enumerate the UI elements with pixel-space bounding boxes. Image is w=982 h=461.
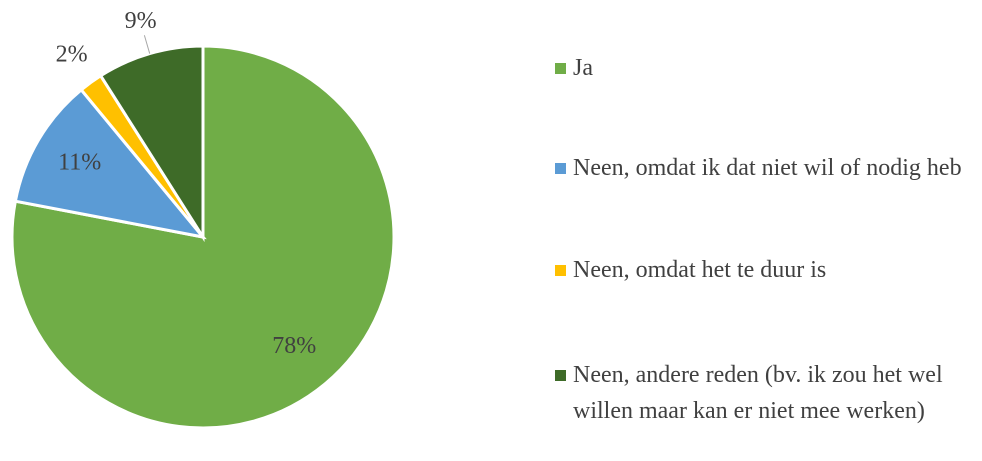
data-label: 11% <box>58 150 101 176</box>
data-label: 9% <box>125 8 157 34</box>
legend-item: Neen, omdat het te duur is <box>555 252 975 288</box>
legend-swatch <box>555 370 566 381</box>
legend-swatch <box>555 63 566 74</box>
legend-label: Neen, omdat het te duur is <box>573 257 827 283</box>
legend-item: Ja <box>555 50 975 86</box>
chart: 78% 11% 2% 9% <box>10 8 396 430</box>
pie-slice <box>13 87 207 240</box>
data-label: 78% <box>272 333 316 359</box>
data-label: 2% <box>56 42 88 68</box>
legend-label: Ja <box>573 55 593 81</box>
leader-line <box>143 35 151 54</box>
legend-item: Neen, andere reden (bv. ik zou het wel w… <box>555 357 975 429</box>
pie-slice <box>10 44 396 430</box>
legend-swatch <box>555 265 566 276</box>
legend-label: Neen, andere reden (bv. ik zou het wel w… <box>573 362 943 424</box>
legend-label: Neen, omdat ik dat niet wil of nodig heb <box>573 155 962 181</box>
legend-swatch <box>555 163 566 174</box>
legend-item: Neen, omdat ik dat niet wil of nodig heb <box>555 150 975 186</box>
